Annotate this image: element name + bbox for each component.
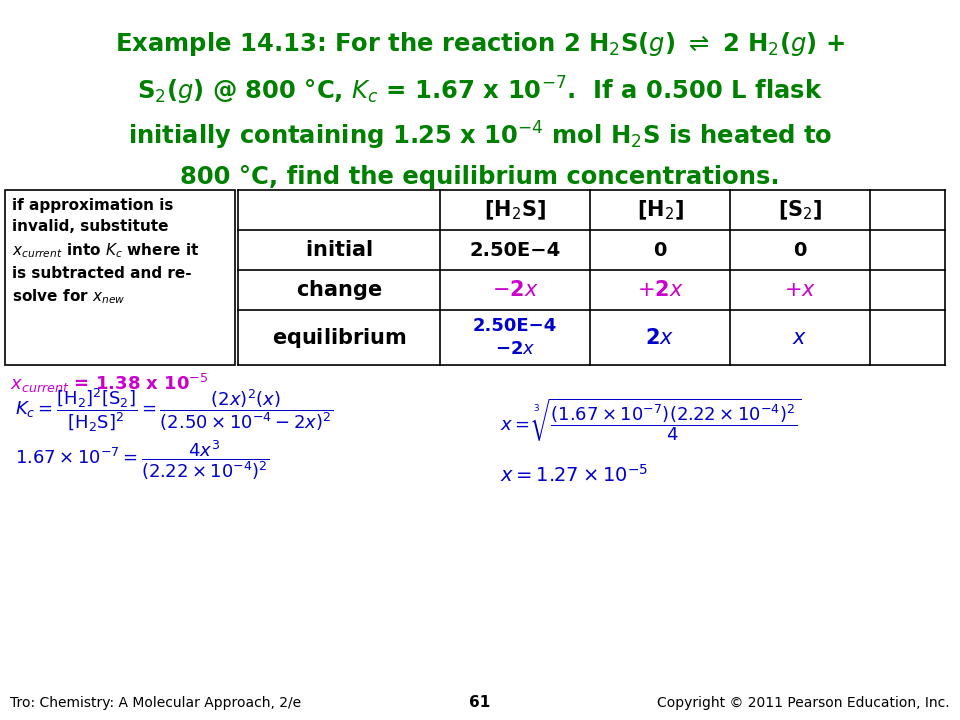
Text: $K_c = \dfrac{[\mathrm{H_2}]^2[\mathrm{S_2}]}{[\mathrm{H_2S}]^2} = \dfrac{(2x)^2: $K_c = \dfrac{[\mathrm{H_2}]^2[\mathrm{S… [15, 386, 333, 434]
Text: Copyright © 2011 Pearson Education, Inc.: Copyright © 2011 Pearson Education, Inc. [658, 696, 950, 710]
Text: $x_{current}$ = 1.38 x 10$^{-5}$: $x_{current}$ = 1.38 x 10$^{-5}$ [10, 372, 208, 395]
Text: $x = 1.27\times10^{-5}$: $x = 1.27\times10^{-5}$ [500, 464, 648, 486]
Text: $1.67\times10^{-7} = \dfrac{4x^3}{(2.22\times10^{-4})^2}$: $1.67\times10^{-7} = \dfrac{4x^3}{(2.22\… [15, 438, 270, 482]
Text: $+x$: $+x$ [784, 280, 816, 300]
Text: $x = \sqrt[3]{\dfrac{(1.67\times10^{-7})(2.22\times10^{-4})^2}{4}}$: $x = \sqrt[3]{\dfrac{(1.67\times10^{-7})… [500, 397, 802, 444]
Text: 61: 61 [469, 695, 491, 710]
Text: Example 14.13: For the reaction 2 H$_2$S($g$) $\rightleftharpoons$ 2 H$_2$($g$) : Example 14.13: For the reaction 2 H$_2$S… [115, 30, 845, 58]
Text: if approximation is
invalid, substitute
$x_{current}$ into $K_c$ where it
is sub: if approximation is invalid, substitute … [12, 198, 200, 307]
FancyBboxPatch shape [5, 190, 235, 365]
Text: Tro: Chemistry: A Molecular Approach, 2/e: Tro: Chemistry: A Molecular Approach, 2/… [10, 696, 301, 710]
Text: 800 °C, find the equilibrium concentrations.: 800 °C, find the equilibrium concentrati… [180, 165, 780, 189]
Text: $\mathbf{i}$nitial: $\mathbf{i}$nitial [305, 240, 372, 260]
Text: 2.50E−4
−2$x$: 2.50E−4 −2$x$ [473, 317, 557, 359]
Text: 2.50E−4: 2.50E−4 [469, 240, 561, 259]
Text: $+$2$x$: $+$2$x$ [636, 280, 684, 300]
Text: [S$_2$]: [S$_2$] [778, 198, 822, 222]
Text: S$_2$($g$) @ 800 °C, $K_c$ = 1.67 x 10$^{-7}$.  If a 0.500 L flask: S$_2$($g$) @ 800 °C, $K_c$ = 1.67 x 10$^… [137, 75, 823, 107]
Text: $x$: $x$ [792, 328, 807, 348]
Text: 2$x$: 2$x$ [645, 328, 675, 348]
Text: initially containing 1.25 x 10$^{-4}$ mol H$_2$S is heated to: initially containing 1.25 x 10$^{-4}$ mo… [128, 120, 832, 152]
Text: $\mathbf{e}$quilibrium: $\mathbf{e}$quilibrium [272, 325, 406, 349]
Text: 0: 0 [793, 240, 806, 259]
Text: $-$2$x$: $-$2$x$ [492, 280, 539, 300]
Text: [H$_2$]: [H$_2$] [636, 198, 684, 222]
Text: $\mathbf{c}$hange: $\mathbf{c}$hange [296, 278, 382, 302]
Text: [H$_2$S]: [H$_2$S] [484, 198, 546, 222]
Text: 0: 0 [654, 240, 666, 259]
